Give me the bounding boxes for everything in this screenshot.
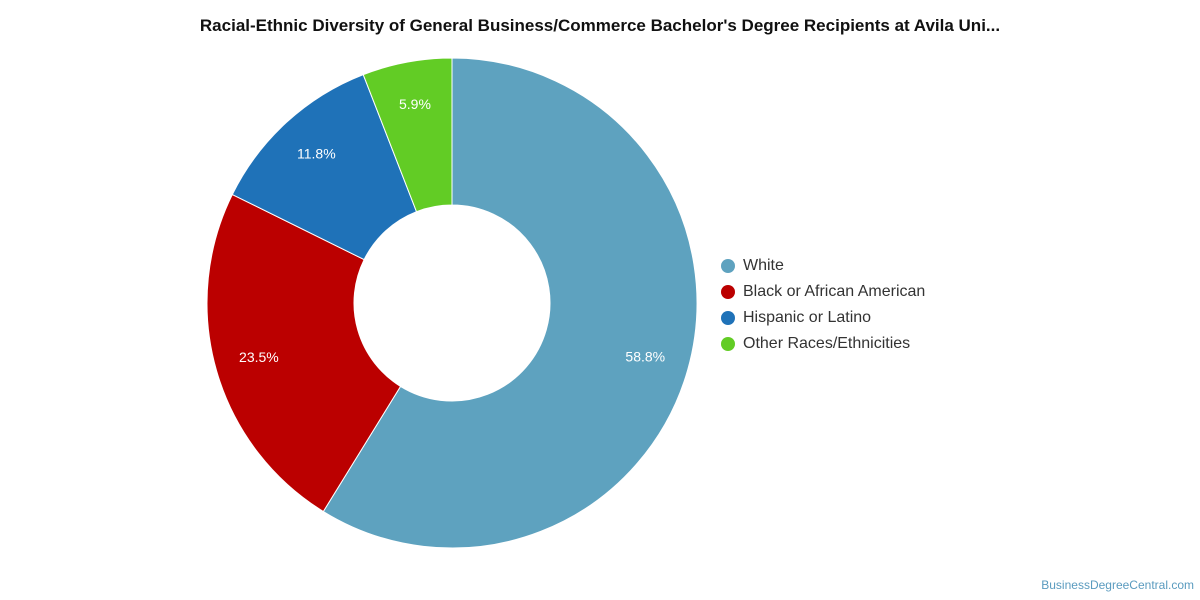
legend-swatch-white — [721, 259, 735, 273]
slice-black[interactable] — [206, 193, 402, 513]
legend-item-hispanic[interactable]: Hispanic or Latino — [721, 305, 925, 331]
legend-swatch-hispanic — [721, 311, 735, 325]
legend-label-white: White — [743, 257, 784, 274]
legend-item-other[interactable]: Other Races/Ethnicities — [721, 331, 925, 357]
slice-label-other: 5.9% — [399, 96, 431, 112]
slice-label-black: 23.5% — [239, 349, 279, 365]
slice-other[interactable] — [362, 57, 453, 213]
legend-swatch-other — [721, 337, 735, 351]
legend-item-black[interactable]: Black or African American — [721, 279, 925, 305]
chart-title: Racial-Ethnic Diversity of General Busin… — [199, 16, 1001, 35]
legend-label-black: Black or African American — [743, 283, 926, 300]
slice-label-hispanic: 11.8% — [297, 146, 336, 162]
source-credit-link[interactable]: BusinessDegreeCentral.com — [1041, 578, 1194, 592]
legend-item-white[interactable]: White — [721, 253, 925, 279]
legend-label-other: Other Races/Ethnicities — [743, 335, 911, 352]
legend-swatch-black — [721, 285, 735, 299]
slice-white[interactable] — [322, 57, 698, 549]
slice-label-white: 58.8% — [625, 349, 665, 365]
legend-label-hispanic: Hispanic or Latino — [743, 309, 872, 326]
slice-hispanic[interactable] — [231, 73, 418, 261]
chart-legend: White Black or African American Hispanic… — [721, 253, 925, 357]
